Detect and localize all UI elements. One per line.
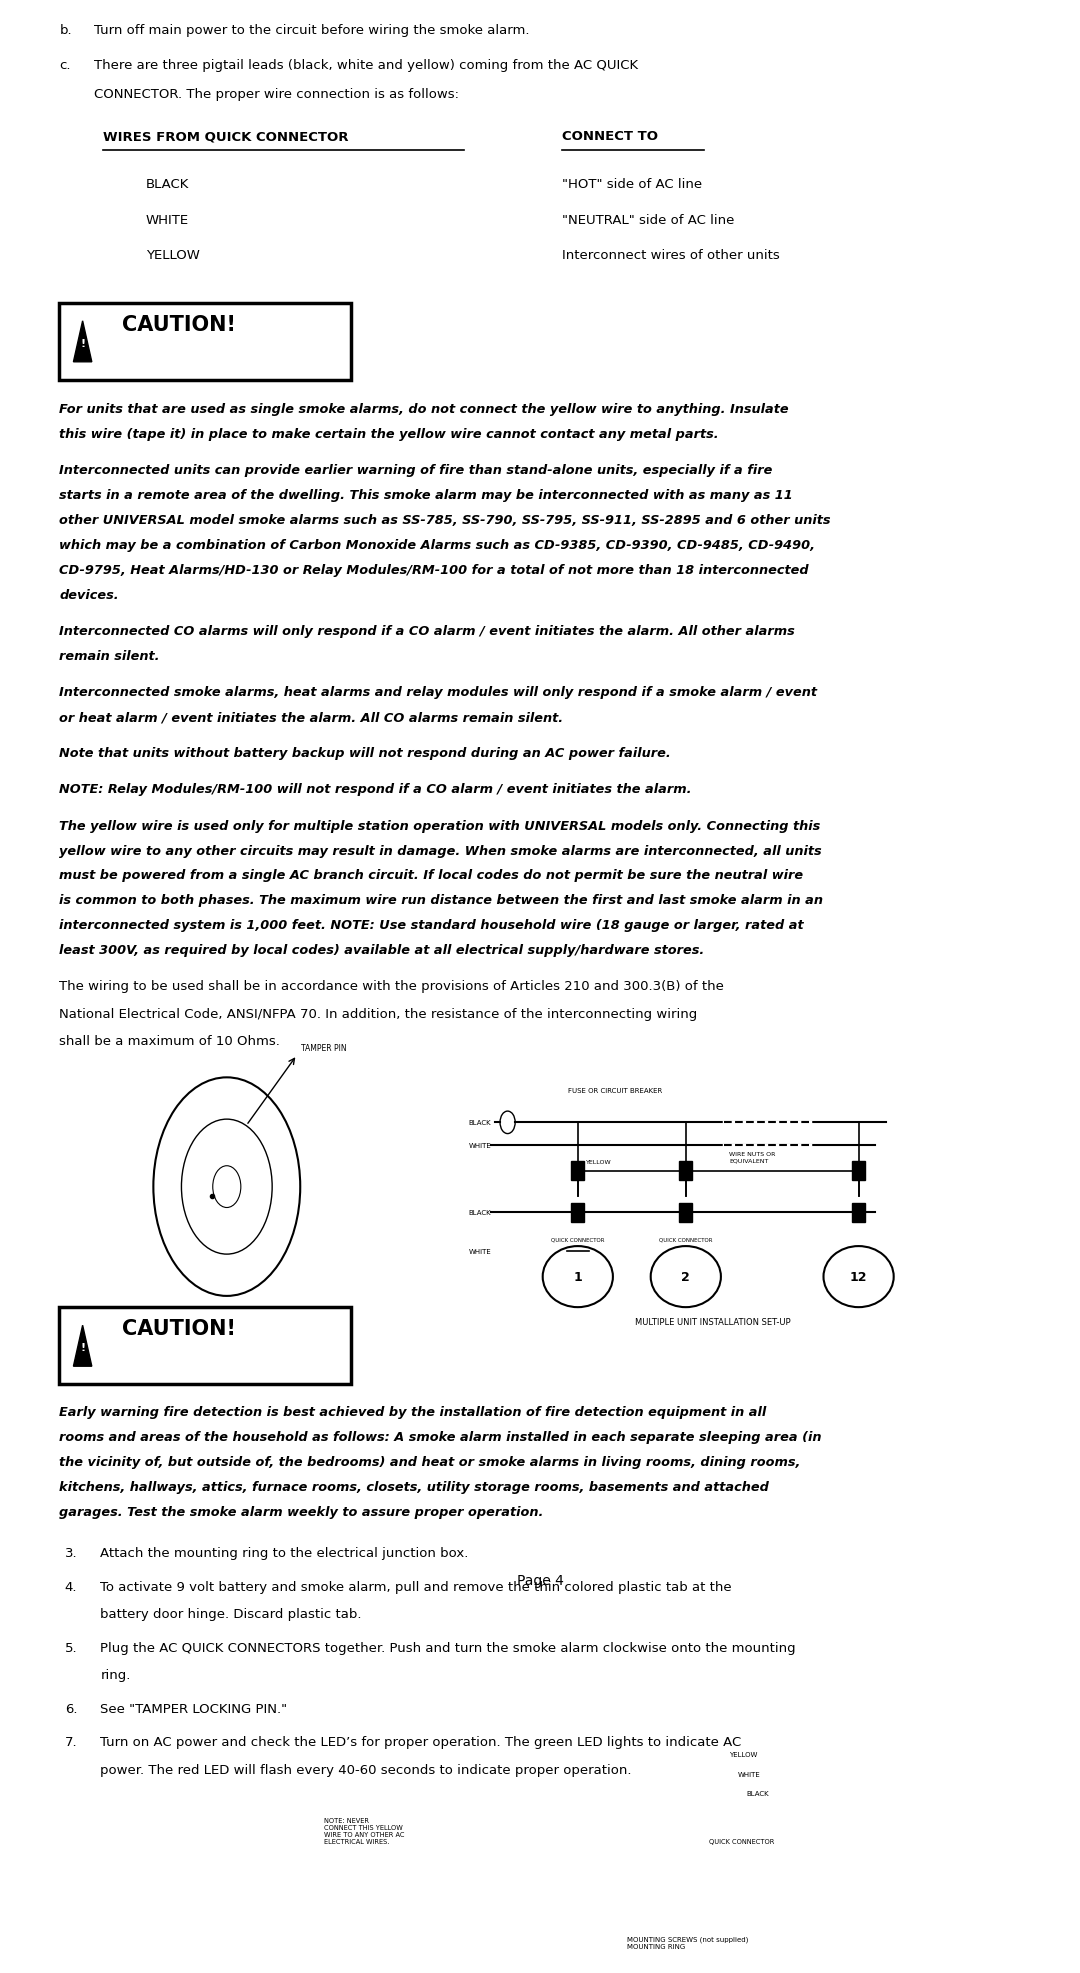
Text: is common to both phases. The maximum wire run distance between the first and la: is common to both phases. The maximum wi… bbox=[59, 894, 823, 908]
Text: !: ! bbox=[80, 339, 85, 349]
Text: power. The red LED will flash every 40-60 seconds to indicate proper operation.: power. The red LED will flash every 40-6… bbox=[100, 1762, 632, 1776]
Text: b.: b. bbox=[59, 24, 72, 37]
Text: FUSE OR CIRCUIT BREAKER: FUSE OR CIRCUIT BREAKER bbox=[568, 1087, 663, 1093]
Text: 7.: 7. bbox=[65, 1736, 78, 1748]
Text: National Electrical Code, ANSI/NFPA 70. In addition, the resistance of the inter: National Electrical Code, ANSI/NFPA 70. … bbox=[59, 1006, 698, 1020]
Text: Note that units without battery backup will not respond during an AC power failu: Note that units without battery backup w… bbox=[59, 748, 671, 760]
Text: 4.: 4. bbox=[65, 1580, 78, 1592]
Polygon shape bbox=[73, 1326, 92, 1367]
Text: the vicinity of, but outside of, the bedrooms) and heat or smoke alarms in livin: the vicinity of, but outside of, the bed… bbox=[59, 1456, 800, 1468]
Text: 1: 1 bbox=[573, 1271, 582, 1284]
Text: starts in a remote area of the dwelling. This smoke alarm may be interconnected : starts in a remote area of the dwelling.… bbox=[59, 489, 793, 501]
Text: YELLOW: YELLOW bbox=[729, 1752, 757, 1758]
Text: battery door hinge. Discard plastic tab.: battery door hinge. Discard plastic tab. bbox=[100, 1608, 362, 1620]
Text: other UNIVERSAL model smoke alarms such as SS-785, SS-790, SS-795, SS-911, SS-28: other UNIVERSAL model smoke alarms such … bbox=[59, 515, 831, 527]
Text: "NEUTRAL" side of AC line: "NEUTRAL" side of AC line bbox=[562, 213, 734, 227]
Bar bbox=[59, 1308, 351, 1385]
Text: least 300V, as required by local codes) available at all electrical supply/hardw: least 300V, as required by local codes) … bbox=[59, 943, 704, 957]
Text: YELLOW: YELLOW bbox=[586, 1160, 612, 1164]
Bar bbox=[852, 1162, 865, 1180]
Text: or heat alarm / event initiates the alarm. All CO alarms remain silent.: or heat alarm / event initiates the alar… bbox=[59, 710, 564, 724]
Text: Interconnected units can provide earlier warning of fire than stand-alone units,: Interconnected units can provide earlier… bbox=[59, 464, 773, 477]
Text: QUICK CONNECTOR: QUICK CONNECTOR bbox=[659, 1237, 713, 1241]
Text: TAMPER PIN: TAMPER PIN bbox=[301, 1044, 347, 1052]
Text: BLACK: BLACK bbox=[469, 1209, 491, 1215]
Text: "HOT" side of AC line: "HOT" side of AC line bbox=[562, 178, 702, 191]
Text: 3.: 3. bbox=[65, 1547, 78, 1559]
Text: Turn off main power to the circuit before wiring the smoke alarm.: Turn off main power to the circuit befor… bbox=[94, 24, 529, 37]
Text: Early warning fire detection is best achieved by the installation of fire detect: Early warning fire detection is best ach… bbox=[59, 1405, 767, 1419]
Text: The wiring to be used shall be in accordance with the provisions of Articles 210: The wiring to be used shall be in accord… bbox=[59, 981, 725, 992]
Text: QUICK CONNECTOR: QUICK CONNECTOR bbox=[551, 1237, 605, 1241]
Text: this wire (tape it) in place to make certain the yellow wire cannot contact any : this wire (tape it) in place to make cer… bbox=[59, 428, 719, 442]
Text: 6.: 6. bbox=[65, 1703, 78, 1715]
Text: MULTIPLE UNIT INSTALLATION SET-UP: MULTIPLE UNIT INSTALLATION SET-UP bbox=[635, 1318, 791, 1326]
Text: Interconnected smoke alarms, heat alarms and relay modules will only respond if : Interconnected smoke alarms, heat alarms… bbox=[59, 687, 818, 698]
Text: interconnected system is 1,000 feet. NOTE: Use standard household wire (18 gauge: interconnected system is 1,000 feet. NOT… bbox=[59, 919, 804, 931]
Text: See "TAMPER LOCKING PIN.": See "TAMPER LOCKING PIN." bbox=[100, 1703, 287, 1715]
Text: CONNECTOR. The proper wire connection is as follows:: CONNECTOR. The proper wire connection is… bbox=[94, 89, 459, 101]
Text: To activate 9 volt battery and smoke alarm, pull and remove the thin colored pla: To activate 9 volt battery and smoke ala… bbox=[100, 1580, 732, 1592]
Text: WHITE: WHITE bbox=[146, 213, 189, 227]
Bar bbox=[713, 1855, 772, 1906]
Text: WHITE: WHITE bbox=[738, 1772, 760, 1778]
Text: CAUTION!: CAUTION! bbox=[122, 316, 235, 335]
Text: NOTE: NEVER
CONNECT THIS YELLOW
WIRE TO ANY OTHER AC
ELECTRICAL WIRES.: NOTE: NEVER CONNECT THIS YELLOW WIRE TO … bbox=[324, 1817, 405, 1845]
Text: The yellow wire is used only for multiple station operation with UNIVERSAL model: The yellow wire is used only for multipl… bbox=[59, 819, 821, 833]
Text: WHITE: WHITE bbox=[469, 1142, 491, 1148]
Text: BLACK: BLACK bbox=[469, 1121, 491, 1127]
Bar bbox=[852, 1204, 865, 1223]
Bar bbox=[571, 1204, 584, 1223]
Text: !: ! bbox=[80, 1342, 85, 1352]
Text: devices.: devices. bbox=[59, 588, 119, 602]
Text: Plug the AC QUICK CONNECTORS together. Push and turn the smoke alarm clockwise o: Plug the AC QUICK CONNECTORS together. P… bbox=[100, 1642, 796, 1653]
Text: Turn on AC power and check the LED’s for proper operation. The green LED lights : Turn on AC power and check the LED’s for… bbox=[100, 1736, 742, 1748]
Text: 5.: 5. bbox=[65, 1642, 78, 1653]
Text: BLACK: BLACK bbox=[746, 1790, 769, 1795]
Bar bbox=[59, 304, 351, 381]
Text: There are three pigtail leads (black, white and yellow) coming from the AC QUICK: There are three pigtail leads (black, wh… bbox=[94, 59, 638, 73]
Text: shall be a maximum of 10 Ohms.: shall be a maximum of 10 Ohms. bbox=[59, 1034, 281, 1048]
Text: CD-9795, Heat Alarms/HD-130 or Relay Modules/RM-100 for a total of not more than: CD-9795, Heat Alarms/HD-130 or Relay Mod… bbox=[59, 564, 809, 576]
Text: garages. Test the smoke alarm weekly to assure proper operation.: garages. Test the smoke alarm weekly to … bbox=[59, 1505, 543, 1517]
Text: WIRE NUTS OR
EQUIVALENT: WIRE NUTS OR EQUIVALENT bbox=[729, 1152, 775, 1162]
Text: 12: 12 bbox=[850, 1271, 867, 1284]
Text: Page 4: Page 4 bbox=[516, 1572, 564, 1586]
Text: WHITE: WHITE bbox=[469, 1249, 491, 1255]
Text: which may be a combination of Carbon Monoxide Alarms such as CD-9385, CD-9390, C: which may be a combination of Carbon Mon… bbox=[59, 539, 815, 552]
Text: yellow wire to any other circuits may result in damage. When smoke alarms are in: yellow wire to any other circuits may re… bbox=[59, 844, 822, 856]
Text: must be powered from a single AC branch circuit. If local codes do not permit be: must be powered from a single AC branch … bbox=[59, 868, 804, 882]
Text: CONNECT TO: CONNECT TO bbox=[562, 130, 658, 144]
Text: YELLOW: YELLOW bbox=[146, 249, 200, 262]
Text: remain silent.: remain silent. bbox=[59, 649, 160, 663]
Text: c.: c. bbox=[59, 59, 71, 73]
Bar bbox=[571, 1162, 584, 1180]
Bar bbox=[679, 1204, 692, 1223]
Text: WIRES FROM QUICK CONNECTOR: WIRES FROM QUICK CONNECTOR bbox=[103, 130, 348, 144]
Text: ring.: ring. bbox=[100, 1667, 131, 1681]
Text: Interconnected CO alarms will only respond if a CO alarm / event initiates the a: Interconnected CO alarms will only respo… bbox=[59, 625, 795, 637]
Text: QUICK CONNECTOR: QUICK CONNECTOR bbox=[710, 1839, 774, 1845]
Text: rooms and areas of the household as follows: A smoke alarm installed in each sep: rooms and areas of the household as foll… bbox=[59, 1430, 822, 1444]
Text: BLACK: BLACK bbox=[146, 178, 189, 191]
Bar bbox=[679, 1162, 692, 1180]
Text: Attach the mounting ring to the electrical junction box.: Attach the mounting ring to the electric… bbox=[100, 1547, 469, 1559]
Text: Interconnect wires of other units: Interconnect wires of other units bbox=[562, 249, 780, 262]
Text: For units that are used as single smoke alarms, do not connect the yellow wire t: For units that are used as single smoke … bbox=[59, 402, 789, 416]
Polygon shape bbox=[73, 322, 92, 363]
Text: kitchens, hallways, attics, furnace rooms, closets, utility storage rooms, basem: kitchens, hallways, attics, furnace room… bbox=[59, 1480, 769, 1494]
Text: MOUNTING SCREWS (not supplied)
MOUNTING RING: MOUNTING SCREWS (not supplied) MOUNTING … bbox=[626, 1936, 748, 1949]
Text: CAUTION!: CAUTION! bbox=[122, 1318, 235, 1340]
Text: 2: 2 bbox=[681, 1271, 690, 1284]
Text: NOTE: Relay Modules/RM-100 will not respond if a CO alarm / event initiates the : NOTE: Relay Modules/RM-100 will not resp… bbox=[59, 783, 692, 795]
